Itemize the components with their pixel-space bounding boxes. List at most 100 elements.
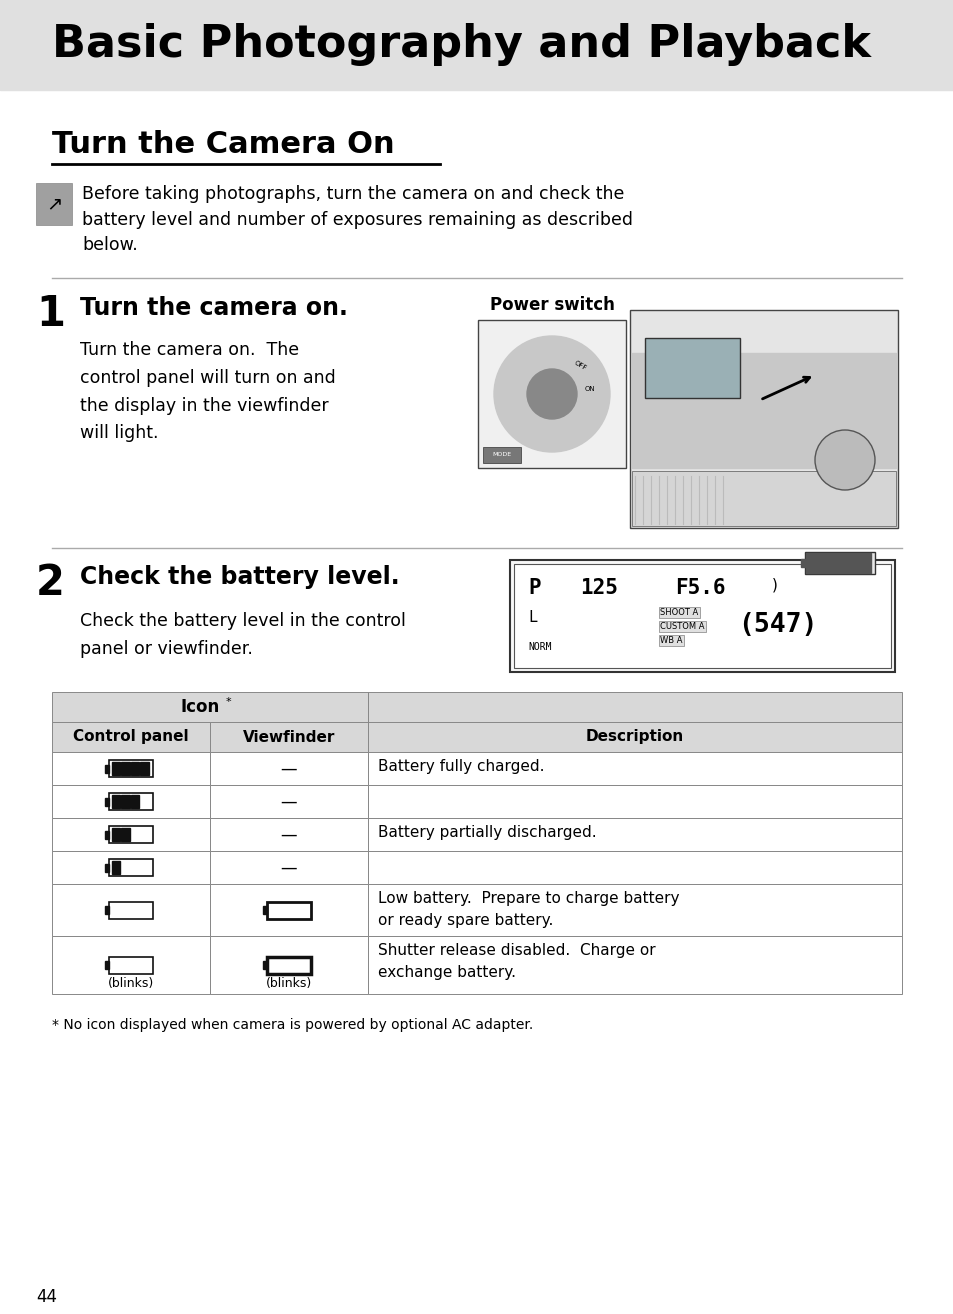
- Bar: [112, 795, 120, 808]
- Text: Battery partially discharged.: Battery partially discharged.: [377, 825, 596, 840]
- Text: 1: 1: [36, 293, 65, 335]
- Text: ): ): [771, 578, 777, 593]
- Text: —: —: [280, 792, 297, 811]
- Bar: [631, 470, 895, 526]
- Text: L: L: [527, 610, 537, 625]
- Text: 125: 125: [579, 578, 618, 598]
- Bar: [105, 765, 109, 773]
- Bar: [210, 721, 368, 752]
- Bar: [368, 936, 901, 993]
- Bar: [210, 884, 368, 936]
- Text: Turn the camera on.: Turn the camera on.: [80, 296, 348, 321]
- Bar: [804, 552, 874, 574]
- Bar: [514, 564, 890, 668]
- Bar: [0, 0, 953, 89]
- Text: NORM: NORM: [527, 643, 551, 652]
- Text: Description: Description: [585, 729, 683, 745]
- Bar: [109, 794, 152, 809]
- Text: —: —: [280, 759, 297, 778]
- Bar: [52, 819, 210, 851]
- Circle shape: [494, 336, 609, 452]
- Text: CUSTOM A: CUSTOM A: [659, 622, 703, 631]
- Circle shape: [526, 369, 577, 419]
- Text: Icon: Icon: [180, 698, 219, 716]
- Circle shape: [814, 430, 874, 490]
- Bar: [109, 759, 152, 777]
- Bar: [105, 863, 109, 871]
- Text: —: —: [280, 825, 297, 844]
- Text: ↗: ↗: [46, 194, 62, 213]
- Bar: [131, 795, 139, 808]
- Bar: [105, 905, 109, 915]
- Bar: [121, 762, 130, 775]
- Text: 44: 44: [36, 1288, 57, 1306]
- Bar: [210, 851, 368, 884]
- Text: SHOOT A: SHOOT A: [659, 608, 698, 618]
- Bar: [267, 901, 311, 918]
- Bar: [368, 721, 901, 752]
- Text: Low battery.  Prepare to charge battery
or ready spare battery.: Low battery. Prepare to charge battery o…: [377, 891, 679, 928]
- Bar: [631, 353, 895, 468]
- Bar: [267, 957, 311, 974]
- Bar: [368, 784, 901, 819]
- Text: F5.6: F5.6: [675, 578, 724, 598]
- Bar: [52, 784, 210, 819]
- Bar: [112, 861, 120, 874]
- Text: (blinks): (blinks): [266, 978, 312, 989]
- Text: Power switch: Power switch: [490, 296, 615, 314]
- Text: * No icon displayed when camera is powered by optional AC adapter.: * No icon displayed when camera is power…: [52, 1018, 533, 1031]
- Text: —: —: [280, 858, 297, 876]
- Bar: [210, 752, 368, 784]
- Bar: [52, 721, 210, 752]
- Text: ON: ON: [584, 386, 595, 392]
- Bar: [52, 692, 368, 721]
- Bar: [368, 851, 901, 884]
- Bar: [368, 692, 901, 721]
- Bar: [629, 310, 897, 528]
- Text: Basic Photography and Playback: Basic Photography and Playback: [52, 24, 870, 67]
- Text: Before taking photographs, turn the camera on and check the
battery level and nu: Before taking photographs, turn the came…: [82, 185, 633, 255]
- Bar: [52, 884, 210, 936]
- Bar: [801, 558, 804, 568]
- Bar: [210, 936, 368, 993]
- Bar: [105, 961, 109, 968]
- Text: Control panel: Control panel: [73, 729, 189, 745]
- Bar: [36, 183, 71, 225]
- Bar: [52, 851, 210, 884]
- Bar: [109, 957, 152, 974]
- Text: (547): (547): [738, 612, 817, 639]
- Text: *: *: [226, 696, 232, 707]
- Bar: [210, 819, 368, 851]
- Text: Turn the Camera On: Turn the Camera On: [52, 130, 395, 159]
- Bar: [109, 901, 152, 918]
- Bar: [368, 884, 901, 936]
- Bar: [510, 560, 894, 671]
- Bar: [112, 828, 120, 841]
- Text: WB A: WB A: [659, 636, 681, 645]
- Text: Battery fully charged.: Battery fully charged.: [377, 759, 544, 774]
- Bar: [263, 961, 267, 968]
- Bar: [140, 762, 149, 775]
- Text: OFF: OFF: [572, 360, 587, 372]
- Text: (blinks): (blinks): [108, 978, 154, 989]
- Bar: [263, 905, 267, 915]
- Bar: [105, 830, 109, 838]
- Bar: [52, 752, 210, 784]
- Bar: [109, 827, 152, 844]
- Bar: [368, 752, 901, 784]
- Bar: [482, 447, 520, 463]
- Bar: [131, 762, 139, 775]
- Text: Viewfinder: Viewfinder: [243, 729, 335, 745]
- Bar: [105, 798, 109, 805]
- Bar: [109, 859, 152, 876]
- Text: MODE: MODE: [492, 452, 511, 457]
- Text: 2: 2: [36, 562, 65, 604]
- Text: P: P: [527, 578, 540, 598]
- Text: Turn the camera on.  The
control panel will turn on and
the display in the viewf: Turn the camera on. The control panel wi…: [80, 342, 335, 443]
- Bar: [112, 762, 120, 775]
- Bar: [368, 819, 901, 851]
- Text: Check the battery level.: Check the battery level.: [80, 565, 399, 589]
- Text: Check the battery level in the control
panel or viewfinder.: Check the battery level in the control p…: [80, 612, 405, 658]
- Text: Shutter release disabled.  Charge or
exchange battery.: Shutter release disabled. Charge or exch…: [377, 943, 655, 980]
- Bar: [52, 936, 210, 993]
